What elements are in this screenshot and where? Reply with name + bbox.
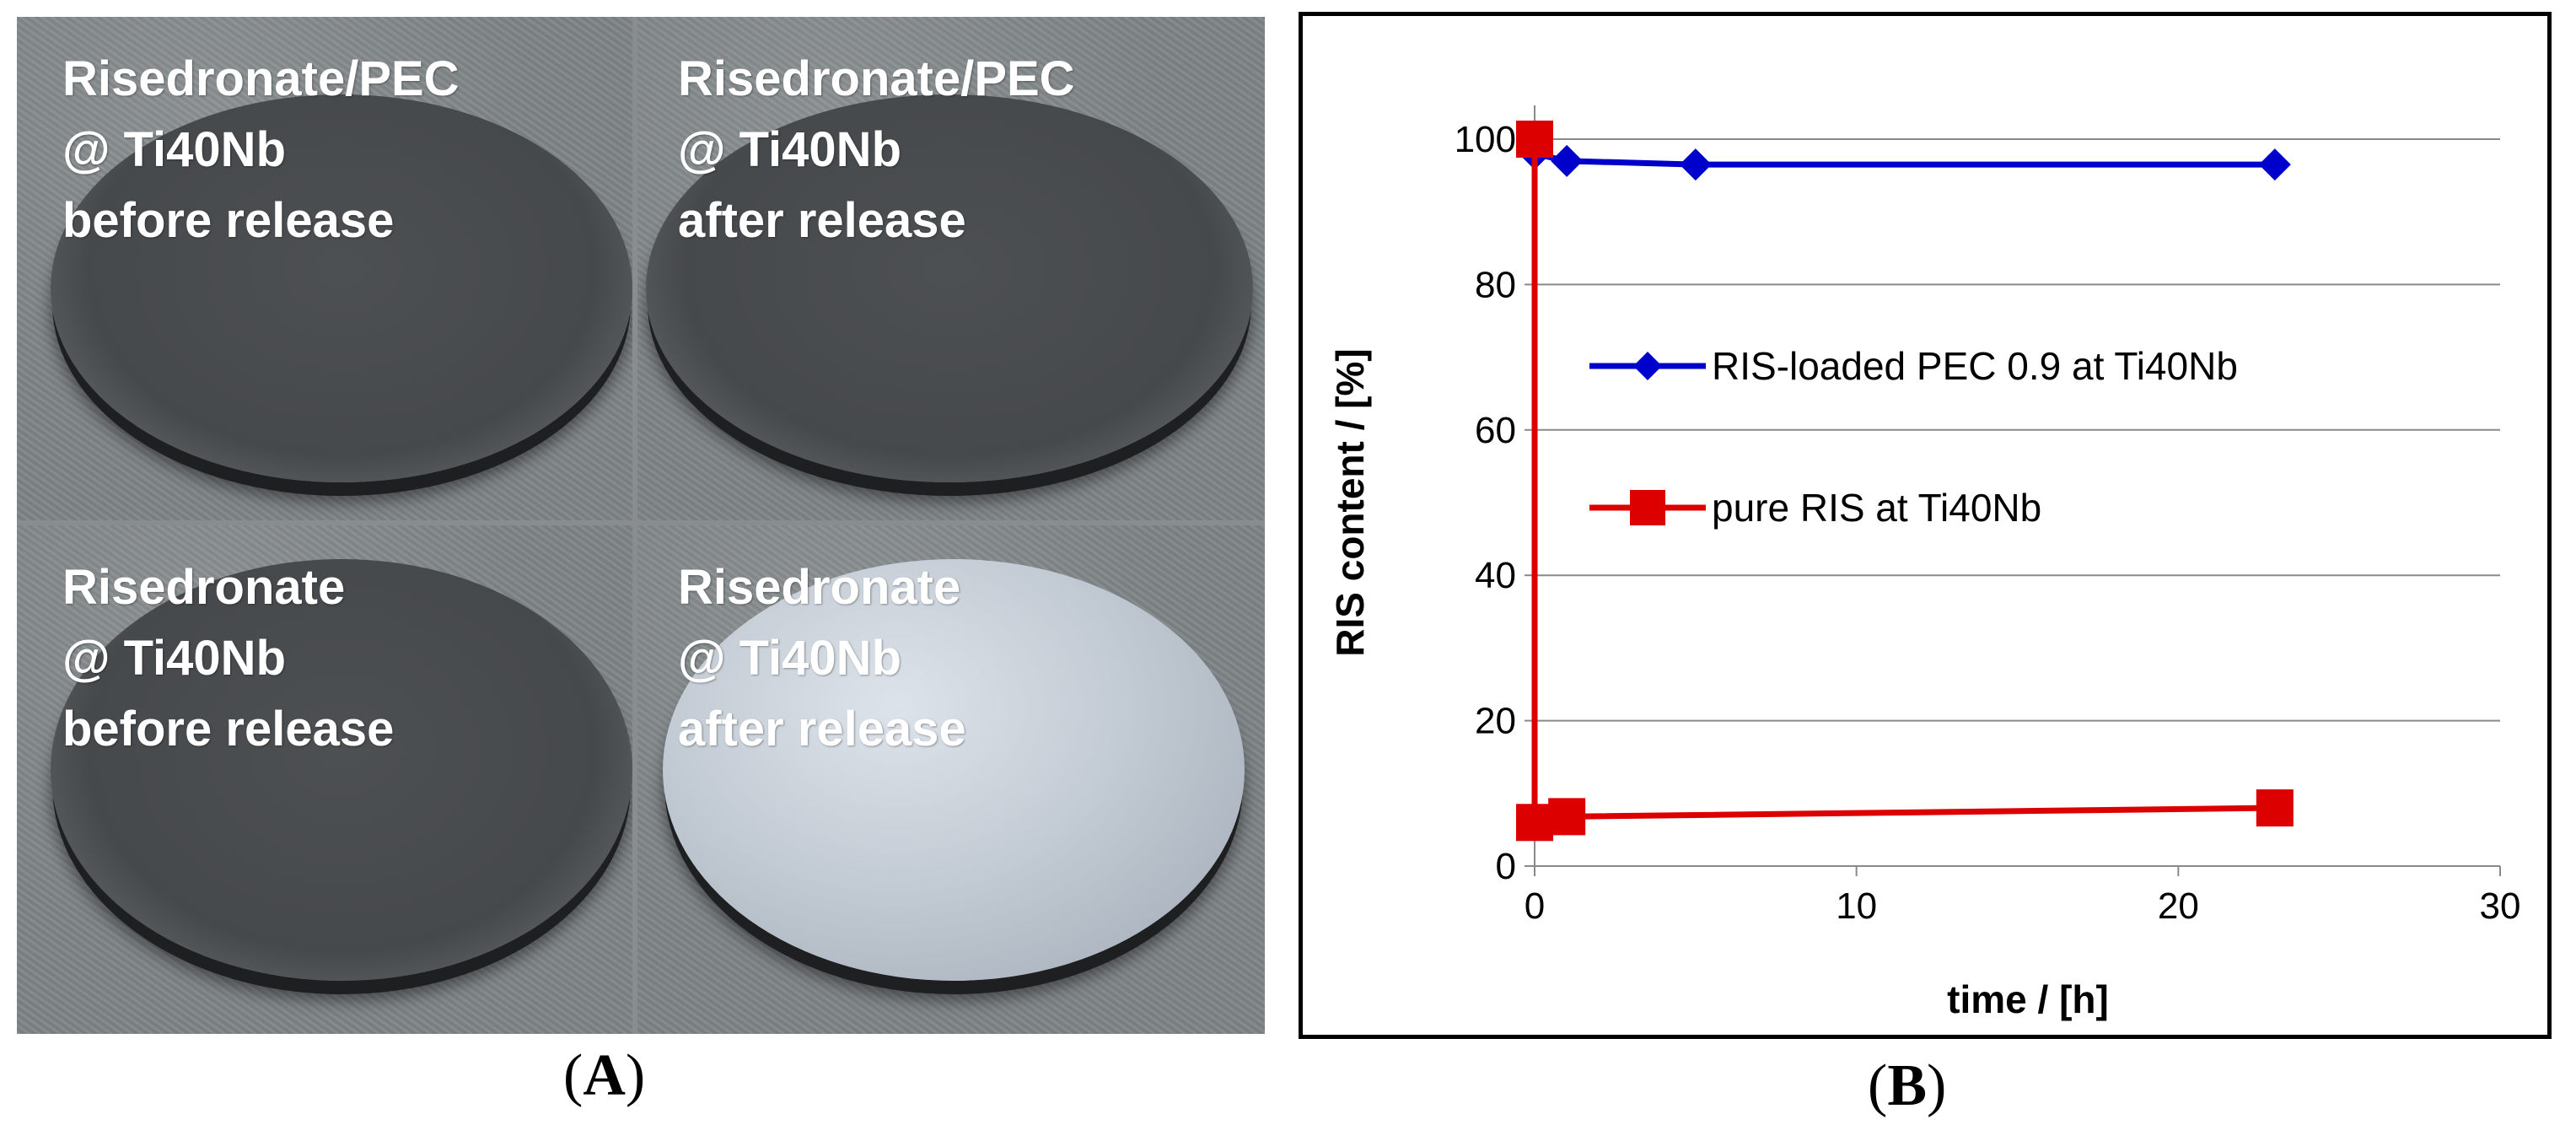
grid-layer (1535, 138, 2500, 722)
photo-label-line: @ Ti40Nb (62, 122, 286, 177)
y-tick-label: 80 (1475, 264, 1516, 305)
x-tick-label: 10 (1836, 885, 1877, 927)
disc-sample (51, 94, 632, 482)
photo-label-line: @ Ti40Nb (62, 631, 286, 686)
photo-label-line: Risedronate (62, 560, 346, 615)
panel-a-letter: A (583, 1043, 626, 1108)
photo-label: Risedronate/PEC @ Ti40Nb after release (678, 44, 1075, 256)
y-tick-label: 0 (1496, 846, 1516, 887)
panel-b-caption: (B) (1868, 1053, 1947, 1118)
photo-label-line: Risedronate/PEC (678, 51, 1075, 106)
chart-svg: 0 20 40 60 80 100 0 10 20 30 time / [h] RIS conte… (1328, 105, 2521, 1021)
y-axis-title: RIS content / [%] (1328, 348, 1372, 656)
legend-marker-series-0 (1633, 352, 1662, 380)
y-tick-label: 100 (1455, 119, 1516, 160)
data-point-series-0 (1551, 144, 1584, 177)
legend: RIS-loaded PEC 0.9 at Ti40Nb pure RIS at… (1589, 344, 2238, 530)
y-tick-label: 40 (1475, 555, 1516, 596)
disc-sample (663, 559, 1245, 981)
photo-label: Risedronate @ Ti40Nb before release (62, 552, 394, 765)
photo-panel: Risedronate/PEC @ Ti40Nb after release (637, 17, 1265, 520)
disc-sample (646, 94, 1253, 482)
data-point-series-1 (1548, 798, 1586, 836)
photo-label-line: after release (678, 702, 966, 756)
y-tick-label: 20 (1475, 701, 1516, 742)
photo-panel: Risedronate @ Ti40Nb before release (17, 525, 632, 1034)
legend-label-series-1: pure RIS at Ti40Nb (1712, 486, 2041, 530)
legend-label-series-0: RIS-loaded PEC 0.9 at Ti40Nb (1712, 344, 2238, 388)
photo-label-line: after release (678, 193, 966, 248)
data-point-series-1 (1516, 804, 1553, 842)
panel-b-letter: B (1887, 1053, 1928, 1118)
x-tick-label: 0 (1525, 885, 1545, 927)
data-point-series-1 (2256, 789, 2294, 827)
chart-frame: 0 20 40 60 80 100 0 10 20 30 time / [h] RIS conte… (1299, 12, 2552, 1039)
x-tick-label: 30 (2480, 885, 2521, 927)
photo-label-line: before release (62, 702, 395, 756)
series-layer (1516, 121, 2294, 842)
photo-label-line: Risedronate/PEC (62, 51, 460, 106)
panel-a-caption: (A) (563, 1043, 646, 1108)
data-point-series-0 (2258, 148, 2291, 181)
x-tick-label: 20 (2158, 885, 2199, 927)
photo-label-line: before release (62, 193, 395, 248)
photo-label-line: @ Ti40Nb (678, 631, 901, 686)
series-line-0 (1534, 150, 2275, 168)
data-point-series-0 (1679, 148, 1712, 181)
axis-layer: 0 20 40 60 80 100 0 10 20 30 (1455, 105, 2521, 927)
photo-label-line: Risedronate (678, 560, 961, 615)
photo-label-line: @ Ti40Nb (678, 122, 901, 177)
photo-label: Risedronate @ Ti40Nb after release (678, 552, 966, 765)
legend-marker-series-1 (1630, 490, 1665, 525)
photo-grid: Risedronate/PEC @ Ti40Nb before release … (17, 17, 1265, 1034)
photo-panel: Risedronate/PEC @ Ti40Nb before release (17, 17, 632, 520)
photo-label: Risedronate/PEC @ Ti40Nb before release (62, 44, 460, 256)
disc-sample (51, 559, 632, 981)
photo-panel: Risedronate @ Ti40Nb after release (637, 525, 1265, 1034)
x-axis-title: time / [h] (1947, 977, 2109, 1021)
data-point-series-1 (1516, 121, 1553, 158)
y-tick-label: 60 (1475, 410, 1516, 451)
